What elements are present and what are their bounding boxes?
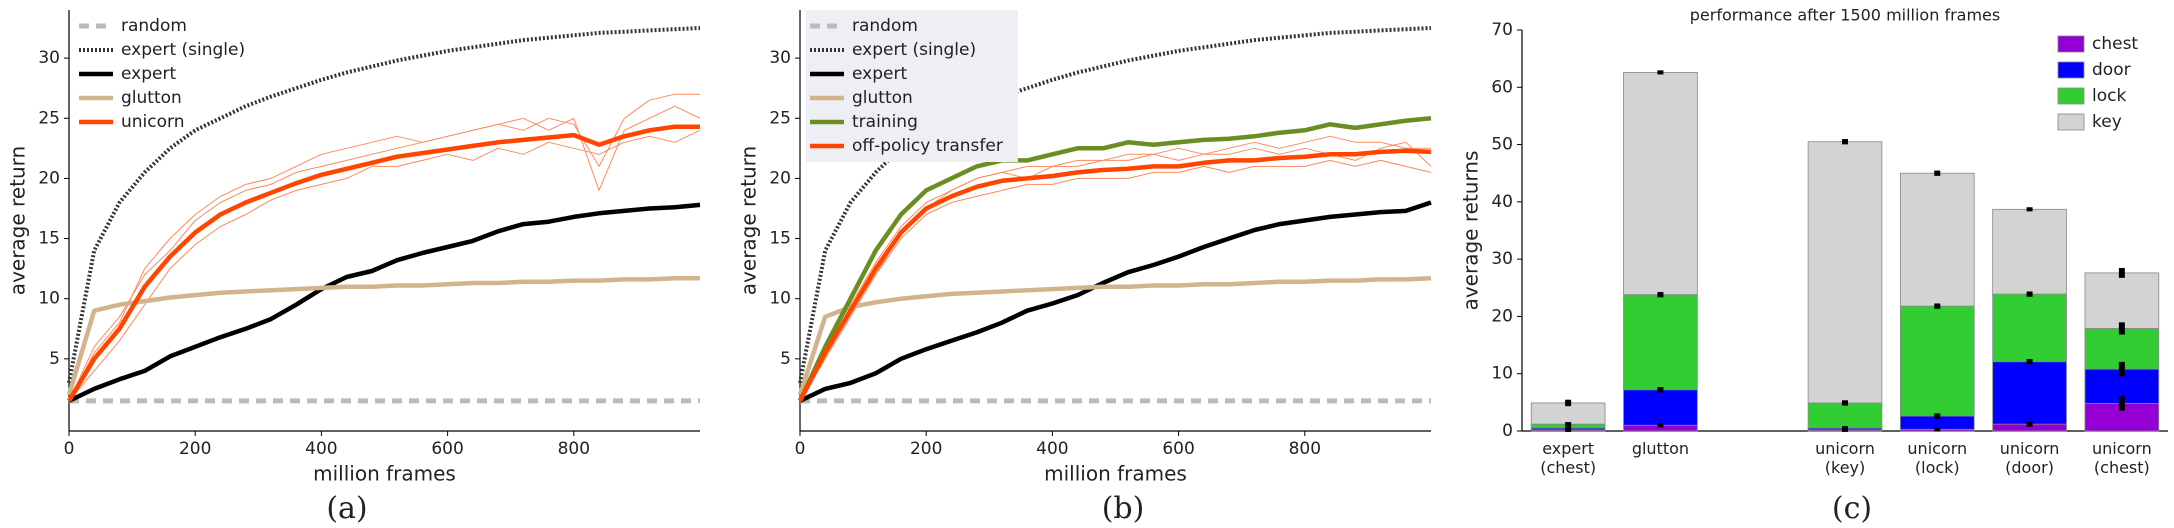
run-line — [799, 135, 1431, 402]
legend-label: expert (single) — [852, 40, 976, 60]
x-axis-label: million frames — [313, 462, 456, 486]
x-tick-label: unicorn (key) — [1815, 439, 1875, 477]
chart-title: performance after 1500 million frames — [1690, 6, 2000, 25]
legend-label: expert — [852, 64, 907, 84]
y-tick-label: 30 — [38, 48, 60, 68]
x-tick-label: unicorn (chest) — [2091, 439, 2152, 477]
legend-label: training — [852, 112, 918, 132]
x-tick-label: 400 — [305, 439, 337, 459]
legend-swatch — [2057, 61, 2085, 79]
x-tick-label: glutton — [1631, 439, 1690, 458]
y-tick-label: 50 — [1491, 135, 1513, 155]
legend-label: random — [852, 16, 918, 36]
y-tick-label: 0 — [1502, 421, 1513, 441]
y-tick-label: 40 — [1491, 192, 1513, 212]
legend-label: lock — [2092, 86, 2126, 106]
y-axis-label: average returns — [1459, 151, 1483, 311]
y-tick-label: 15 — [38, 229, 60, 249]
y-tick-label: 10 — [769, 289, 791, 309]
y-tick-label: 10 — [38, 289, 60, 309]
x-tick-label: expert (chest) — [1540, 439, 1597, 477]
series-line — [67, 26, 701, 384]
y-axis-label: average return — [6, 146, 30, 295]
legend-label: key — [2092, 112, 2122, 132]
run-line — [68, 129, 701, 402]
bar-segment — [1623, 294, 1698, 391]
bar-segment — [1992, 208, 2067, 295]
caption: (a) — [326, 491, 367, 526]
bar-segment — [1623, 389, 1698, 426]
series-line — [68, 202, 701, 403]
legend-label: expert (single) — [121, 40, 245, 60]
y-tick-label: 5 — [780, 349, 791, 369]
x-tick-label: 800 — [1289, 439, 1321, 459]
bar-segment — [1899, 172, 1975, 307]
x-tick-label: 600 — [431, 439, 463, 459]
caption: (b) — [1102, 491, 1145, 526]
series-line — [797, 275, 1432, 396]
y-tick-label: 20 — [38, 168, 60, 188]
x-tick-label: 200 — [179, 439, 211, 459]
legend-box — [806, 10, 1018, 162]
legend-label: glutton — [121, 88, 182, 108]
bar-segment — [1623, 71, 1698, 296]
legend-label: chest — [2092, 34, 2138, 54]
x-tick-label: 400 — [1036, 439, 1068, 459]
bar-segment — [1807, 402, 1883, 429]
y-tick-label: 30 — [769, 48, 791, 68]
y-tick-label: 25 — [38, 108, 60, 128]
series-line — [799, 200, 1432, 403]
bar-segment — [2084, 272, 2160, 329]
y-tick-label: 15 — [769, 229, 791, 249]
legend-label: random — [121, 16, 187, 36]
y-tick-label: 10 — [1491, 364, 1513, 384]
series-line — [67, 124, 700, 403]
y-axis-label: average return — [737, 146, 761, 295]
y-tick-label: 20 — [1491, 306, 1513, 326]
x-tick-label: 0 — [64, 439, 75, 459]
y-tick-label: 20 — [769, 168, 791, 188]
y-tick-label: 70 — [1491, 20, 1513, 40]
x-tick-label: 600 — [1162, 439, 1194, 459]
legend-label: off-policy transfer — [852, 136, 1003, 156]
run-line — [68, 105, 701, 402]
legend-label: door — [2092, 60, 2131, 80]
x-tick-label: 800 — [558, 439, 590, 459]
bar-segment — [1807, 141, 1883, 404]
bar-segment — [1992, 361, 2067, 425]
legend-label: unicorn — [121, 112, 184, 132]
x-axis-label: million frames — [1044, 462, 1187, 486]
x-tick-label: unicorn (lock) — [1907, 439, 1968, 477]
series-line — [66, 275, 700, 396]
bar-segment — [1899, 305, 1975, 417]
legend-label: glutton — [852, 88, 913, 108]
legend-swatch — [2057, 87, 2085, 105]
x-tick-label: 200 — [910, 439, 942, 459]
legend-swatch — [2057, 35, 2085, 53]
bar-segment — [1992, 293, 2067, 363]
legend-label: expert — [121, 64, 176, 84]
x-tick-label: 0 — [795, 439, 806, 459]
run-line — [68, 93, 700, 402]
series-line — [798, 148, 1432, 402]
caption: (c) — [1832, 491, 1872, 526]
series-line — [797, 116, 1432, 402]
y-tick-label: 60 — [1491, 77, 1513, 97]
legend-swatch — [2057, 113, 2085, 131]
y-tick-label: 5 — [49, 349, 60, 369]
run-line — [799, 159, 1432, 402]
y-tick-label: 30 — [1491, 249, 1513, 269]
x-tick-label: unicorn (door) — [1999, 439, 2060, 477]
y-tick-label: 25 — [769, 108, 791, 128]
